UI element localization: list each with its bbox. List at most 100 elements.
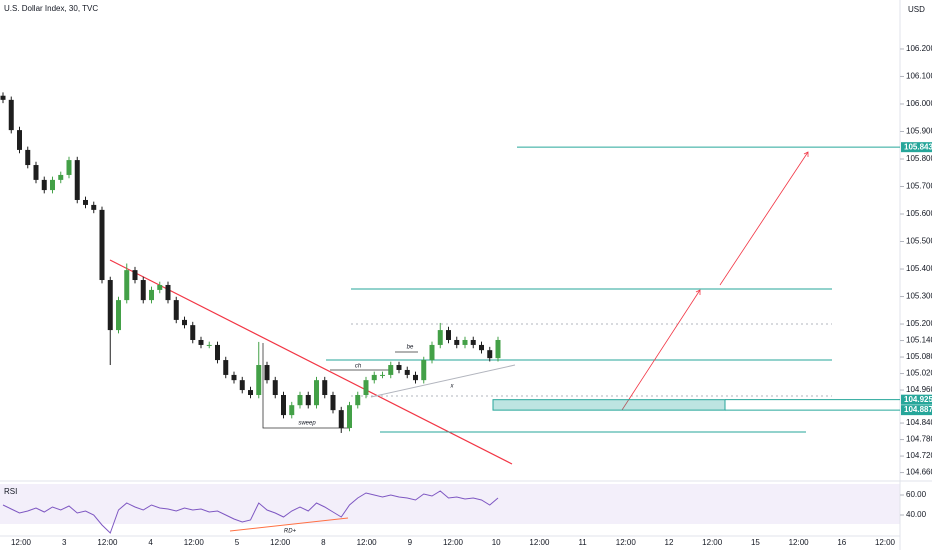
candle-body — [330, 395, 336, 411]
price-label: 104.925 — [904, 395, 932, 404]
candle-body — [124, 270, 130, 301]
price-label-box — [901, 394, 932, 405]
y-tick-label: 105.800 — [906, 154, 932, 163]
annotation: ch — [355, 364, 362, 370]
candle-body — [74, 160, 80, 200]
candle-body — [437, 330, 443, 345]
y-tick-label: 104.840 — [906, 418, 932, 427]
currency: USD — [908, 5, 925, 14]
candle-body — [314, 380, 319, 406]
x-tick-label: 12:00 — [875, 538, 896, 547]
price-label: 105.843 — [904, 142, 932, 151]
y-tick-label: 105.500 — [906, 237, 932, 246]
candle-body — [99, 209, 105, 281]
candle-body — [421, 360, 427, 381]
x-tick-label: 5 — [235, 538, 240, 547]
x-tick-label: 11 — [578, 538, 587, 547]
candle-body — [495, 339, 501, 359]
candle-body — [17, 130, 22, 150]
rsi-tick-label: 60.00 — [906, 490, 927, 499]
x-tick-label: 12:00 — [11, 538, 32, 547]
y-tick-label: 106.000 — [906, 99, 932, 108]
candle-body — [198, 339, 204, 345]
candle-body — [380, 374, 385, 376]
price-label: 104.887 — [904, 405, 932, 414]
y-tick-label: 105.900 — [906, 127, 932, 136]
candle-body — [25, 149, 31, 166]
candle-body — [338, 410, 344, 429]
y-tick-label: 105.200 — [906, 319, 932, 328]
candle-body — [107, 280, 113, 331]
x-tick-label: 12:00 — [184, 538, 205, 547]
candle-body — [470, 339, 476, 345]
arrow — [621, 289, 701, 411]
candle-body — [190, 325, 196, 340]
candle-body — [8, 99, 14, 131]
candle-body — [355, 395, 361, 406]
candle-body — [132, 270, 138, 281]
x-tick-label: 12:00 — [616, 538, 637, 547]
x-tick-label: 8 — [321, 538, 326, 547]
y-tick-label: 104.960 — [906, 385, 932, 394]
candle-body — [239, 380, 245, 391]
x-tick-label: 12 — [665, 538, 674, 547]
candle-body — [256, 365, 262, 396]
candle-body — [58, 174, 64, 180]
candle-body — [231, 374, 237, 381]
x-tick-label: 15 — [751, 538, 760, 547]
candle-body — [363, 380, 369, 396]
candle-body — [347, 405, 352, 429]
x-tick-label: 10 — [492, 538, 501, 547]
candle-body — [487, 350, 493, 359]
candle-body — [223, 360, 229, 375]
rsi-name: RSI — [4, 487, 17, 496]
price-label-box — [901, 405, 932, 416]
candle-body — [173, 300, 179, 320]
candle-body — [182, 319, 187, 326]
x-tick-label: 12:00 — [789, 538, 810, 547]
y-tick-label: 106.100 — [906, 72, 932, 81]
annotation: x — [450, 384, 455, 390]
y-tick-label: 105.600 — [906, 209, 932, 218]
candle-body — [91, 204, 97, 210]
candle-body — [289, 405, 295, 416]
y-tick-label: 104.720 — [906, 451, 932, 460]
candle-body — [371, 374, 377, 381]
candle-body — [462, 339, 468, 345]
candle-body — [50, 179, 55, 191]
candle-body — [116, 300, 121, 331]
candle-body — [140, 280, 146, 301]
candle-body — [396, 365, 402, 370]
candle-body — [479, 344, 484, 351]
annotation: be — [407, 345, 414, 351]
candle-body — [305, 395, 311, 406]
x-tick-label: 16 — [837, 538, 846, 547]
y-tick-label: 106.200 — [906, 44, 932, 53]
y-tick-label: 105.140 — [906, 336, 932, 345]
chart-title: U.S. Dollar Index, 30, TVC — [4, 4, 98, 13]
candle-body — [206, 344, 212, 346]
x-tick-label: 4 — [148, 538, 153, 547]
rsi-pane — [0, 484, 900, 524]
sweep-box — [262, 343, 350, 429]
candle-body — [165, 284, 171, 301]
rsi-tick-label: 40.00 — [906, 510, 927, 519]
arrow — [719, 151, 809, 286]
candle-body — [388, 365, 394, 375]
annotation: sweep — [298, 421, 316, 427]
x-tick-label: 12:00 — [97, 538, 118, 547]
zone — [492, 399, 726, 411]
candle-body — [149, 289, 154, 301]
trendline — [370, 364, 516, 398]
candle-body — [322, 380, 328, 396]
candle-body — [248, 390, 253, 396]
y-tick-label: 105.400 — [906, 264, 932, 273]
candle-body — [33, 165, 39, 180]
candle-body — [404, 369, 410, 375]
trendline — [109, 259, 513, 465]
candle-body — [281, 395, 286, 416]
y-tick-label: 105.300 — [906, 292, 932, 301]
annotation: RD+ — [284, 529, 297, 535]
candle-body — [0, 95, 6, 100]
